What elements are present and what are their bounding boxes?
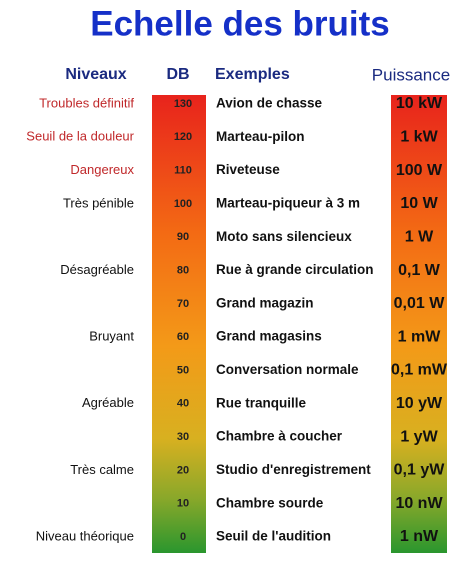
db-value: 120	[174, 131, 192, 143]
level-label: Agréable	[82, 395, 134, 410]
db-value: 20	[177, 464, 189, 476]
power-value: 0,1 W	[398, 262, 441, 279]
power-value: 1 yW	[400, 428, 438, 445]
power-value: 1 W	[405, 228, 434, 245]
level-label: Très pénible	[63, 195, 134, 210]
title: Echelle des bruits	[90, 4, 390, 43]
power-gradient-bar	[391, 95, 447, 553]
power-value: 0,01 W	[394, 295, 446, 312]
example: Rue à grande circulation	[216, 262, 374, 277]
example: Grand magasins	[216, 329, 322, 344]
power-value: 1 mW	[398, 328, 442, 345]
power-value: 0,1 yW	[394, 462, 446, 479]
db-value: 30	[177, 431, 189, 443]
example: Moto sans silencieux	[216, 229, 352, 244]
example: Studio d'enregistrement	[216, 462, 371, 477]
db-value: 130	[174, 98, 192, 110]
example: Rue tranquille	[216, 395, 307, 410]
level-label: Bruyant	[89, 329, 134, 344]
level-label: Seuil de la douleur	[26, 129, 134, 144]
db-value: 40	[177, 398, 189, 410]
power-value: 100 W	[396, 162, 443, 179]
header-examples: Exemples	[215, 66, 290, 83]
db-value: 0	[180, 531, 186, 543]
example: Riveteuse	[216, 162, 280, 177]
db-gradient-bar	[152, 95, 206, 553]
header-levels: Niveaux	[65, 66, 126, 83]
power-value: 0,1 mW	[391, 362, 448, 379]
level-label: Dangereux	[70, 162, 134, 177]
power-value: 10 W	[400, 195, 438, 212]
example: Chambre sourde	[216, 495, 324, 510]
db-value: 70	[177, 298, 189, 310]
db-value: 90	[177, 231, 189, 243]
example: Grand magazin	[216, 295, 314, 310]
header-power: Puissance	[372, 65, 450, 84]
level-label: Niveau théorique	[36, 528, 134, 543]
example: Marteau-pilon	[216, 129, 305, 144]
db-value: 100	[174, 198, 192, 210]
level-label: Très calme	[70, 462, 134, 477]
example: Chambre à coucher	[216, 429, 343, 444]
level-label: Troubles définitif	[39, 95, 134, 110]
db-value: 10	[177, 498, 189, 510]
db-value: 50	[177, 364, 189, 376]
example: Avion de chasse	[216, 96, 323, 111]
example: Seuil de l'audition	[216, 529, 331, 544]
db-value: 110	[174, 165, 192, 177]
power-value: 10 nW	[395, 495, 443, 512]
power-value: 10 kW	[396, 95, 443, 112]
level-label: Désagréable	[60, 262, 134, 277]
power-value: 1 kW	[400, 129, 438, 146]
example: Conversation normale	[216, 362, 359, 377]
db-value: 80	[177, 264, 189, 276]
power-value: 10 yW	[396, 395, 443, 412]
power-value: 1 nW	[400, 528, 439, 545]
example: Marteau-piqueur à 3 m	[216, 195, 360, 210]
header-db: DB	[166, 66, 189, 83]
db-value: 60	[177, 331, 189, 343]
